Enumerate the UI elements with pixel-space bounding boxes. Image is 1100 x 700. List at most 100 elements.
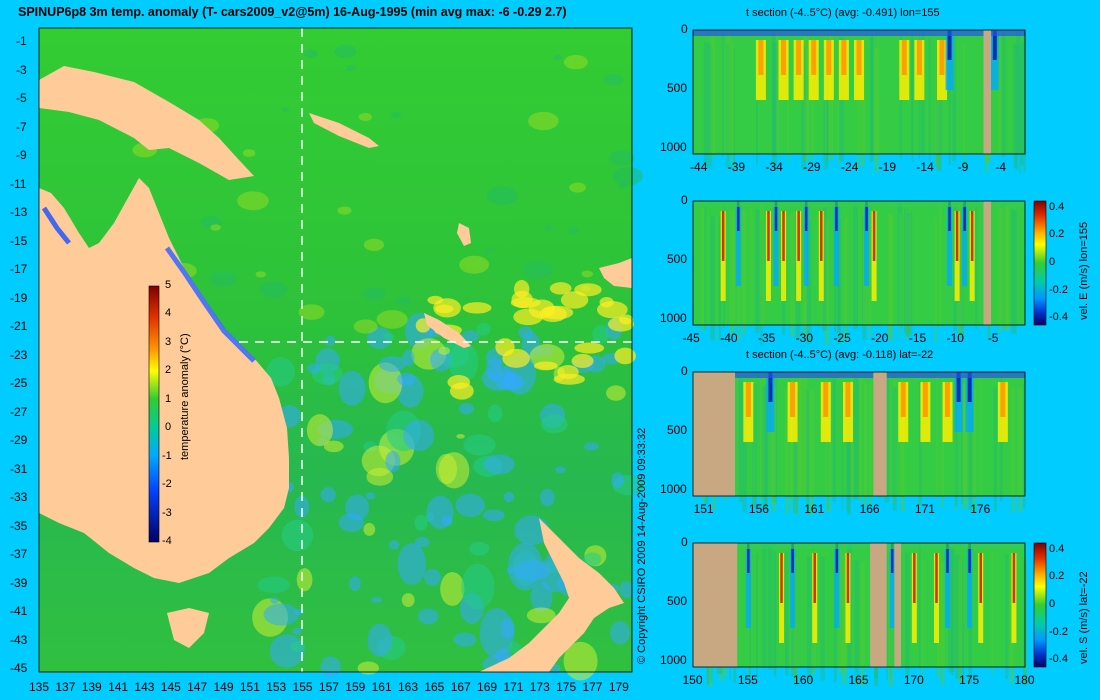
- section-streak: [950, 547, 955, 672]
- section-streak: [856, 45, 859, 170]
- section-streak: [861, 562, 865, 687]
- anomaly-eddy: [483, 509, 505, 522]
- section-streak: [960, 379, 964, 504]
- warm-eddy: [574, 342, 605, 354]
- colorbar-tick: 0: [1049, 256, 1056, 268]
- anomaly-eddy: [506, 566, 515, 574]
- section-streak: [730, 210, 734, 335]
- section-streak: [885, 556, 888, 681]
- panel-y-tick: 0: [681, 364, 688, 378]
- positive-band: [765, 211, 771, 301]
- panel-y-tick: 1000: [660, 140, 687, 155]
- anomaly-eddy: [424, 568, 442, 586]
- section-streak: [802, 35, 807, 160]
- section-streak: [710, 45, 713, 170]
- anomaly-eddy: [401, 593, 415, 607]
- section-streak: [870, 31, 873, 156]
- section-streak: [790, 212, 795, 337]
- fiji-land: [599, 258, 632, 288]
- section-streak: [900, 387, 905, 512]
- negative-band: [889, 543, 895, 628]
- section-streak: [951, 551, 954, 676]
- positive-band: [914, 40, 925, 100]
- panel-x-tick: -14: [916, 160, 934, 174]
- warm-eddy: [433, 298, 462, 318]
- positive-band: [920, 382, 931, 442]
- section-streak: [906, 210, 911, 335]
- section-streak: [941, 383, 944, 508]
- section-streak: [864, 382, 867, 507]
- section-land-mask: [693, 372, 736, 496]
- section-streak: [954, 388, 956, 513]
- positive-band: [820, 382, 831, 442]
- map-x-tick: 151: [239, 680, 260, 694]
- anomaly-eddy: [461, 330, 479, 343]
- section-streak: [775, 554, 777, 679]
- map-y-tick: -25: [10, 376, 28, 391]
- anomaly-eddy: [440, 572, 465, 606]
- anomaly-eddy: [306, 414, 333, 447]
- section-streak: [793, 557, 798, 682]
- section-streak: [904, 209, 906, 334]
- anomaly-eddy: [414, 514, 428, 531]
- anomaly-eddy: [390, 111, 402, 119]
- anomaly-eddy: [544, 225, 553, 231]
- anomaly-eddy: [453, 632, 477, 647]
- panel-y-tick: 1000: [660, 311, 687, 326]
- anomaly-eddy: [363, 238, 385, 251]
- section-streak: [875, 45, 877, 170]
- solomon-islands-land: [309, 113, 379, 148]
- anomaly-eddy: [357, 661, 380, 675]
- positive-band: [911, 553, 917, 643]
- anomaly-eddy: [456, 434, 465, 439]
- map-colorbar-tick: -2: [162, 478, 172, 491]
- panel-x-tick: -40: [720, 331, 738, 345]
- section-streak: [935, 43, 938, 168]
- section-streak: [960, 214, 964, 339]
- warm-eddy: [502, 348, 530, 368]
- map-x-tick: 165: [424, 680, 445, 694]
- section-streak: [980, 380, 982, 505]
- anomaly-eddy: [563, 54, 588, 70]
- negative-band: [735, 201, 741, 286]
- panel-3-title: t section (-4..5°C) (avg: -0.118) lat=-2…: [746, 349, 934, 361]
- map-colorbar: [148, 285, 160, 543]
- colorbar-tick: -0.4: [1049, 311, 1068, 324]
- map-colorbar-label: temperature anomaly (°C): [179, 333, 191, 460]
- positive-band: [1011, 553, 1017, 643]
- anomaly-eddy: [426, 495, 454, 529]
- temp-section-lon155: [692, 29, 1027, 174]
- new-zealand-land: [479, 518, 624, 672]
- anomaly-eddy: [503, 491, 515, 503]
- panel-x-tick: 161: [804, 502, 825, 516]
- anomaly-eddy: [618, 184, 627, 190]
- warm-eddy: [571, 353, 594, 369]
- anomaly-eddy: [414, 537, 430, 548]
- section-streak: [806, 556, 812, 681]
- section-streak: [762, 544, 767, 669]
- map-x-tick: 147: [187, 680, 208, 694]
- anomaly-eddy: [417, 608, 439, 625]
- section-streak: [756, 553, 758, 678]
- section-streak: [785, 390, 789, 515]
- section-streak: [1023, 383, 1026, 508]
- panel-x-tick: -30: [795, 331, 814, 345]
- section-streak: [742, 388, 747, 513]
- anomaly-eddy: [298, 304, 325, 320]
- anomaly-eddy: [448, 342, 479, 382]
- australia-land: [39, 178, 289, 583]
- section-streak: [905, 552, 910, 677]
- anomaly-eddy: [403, 419, 435, 452]
- map-y-tick: -39: [10, 575, 28, 590]
- anomaly-eddy: [259, 281, 288, 298]
- section-streak: [921, 560, 924, 685]
- negative-band: [954, 372, 963, 432]
- map-x-tick: 173: [529, 680, 550, 694]
- negative-band: [803, 201, 809, 286]
- section-streak: [877, 36, 880, 161]
- map-x-tick: 161: [371, 680, 392, 694]
- section-streak: [844, 548, 846, 673]
- map-colorbar-tick: -4: [162, 535, 172, 547]
- cape-york-cold-band: [41, 206, 71, 245]
- anomaly-eddy: [485, 357, 503, 381]
